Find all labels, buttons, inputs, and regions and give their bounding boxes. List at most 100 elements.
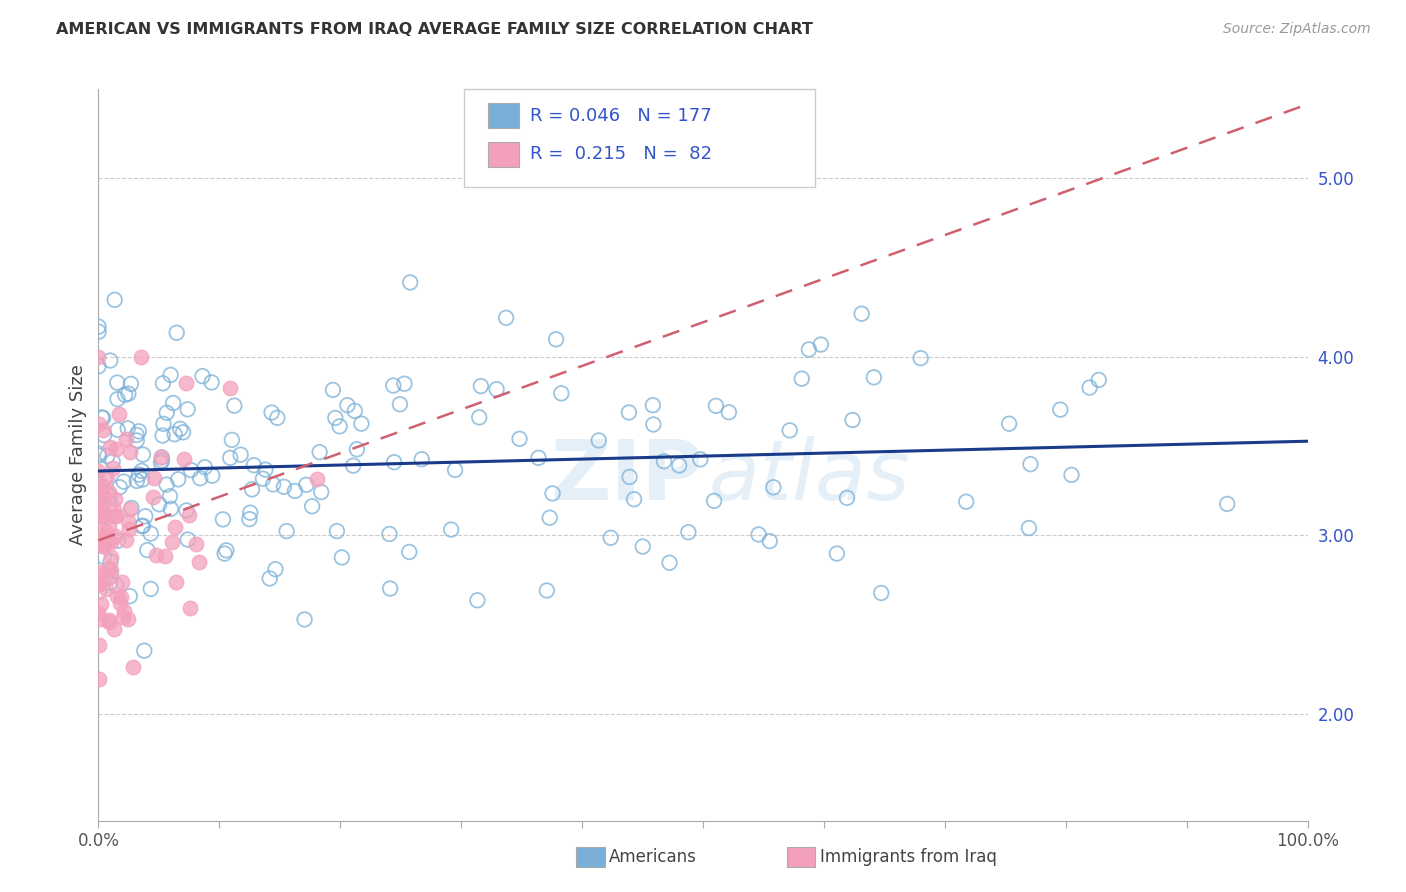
Point [142, 471, 165, 485]
Point [98, 615, 121, 629]
Point [176, 503, 198, 517]
Point [117, 612, 139, 626]
Point [87, 606, 110, 620]
Point [179, 508, 201, 522]
Point [759, 534, 782, 549]
Point [748, 527, 770, 541]
Point [149, 456, 172, 470]
Point [87, 509, 110, 524]
Point [100, 563, 122, 577]
Point [1216, 497, 1239, 511]
Point [179, 601, 201, 615]
Point [93, 549, 115, 564]
Point [105, 508, 128, 523]
Point [87, 577, 110, 591]
Point [150, 450, 173, 465]
Point [104, 492, 127, 507]
Point [394, 376, 416, 391]
Point [631, 540, 654, 554]
Point [177, 533, 200, 547]
Point [87, 575, 110, 590]
Point [254, 462, 277, 476]
Point [325, 411, 347, 425]
Point [91, 479, 114, 493]
Y-axis label: Average Family Size: Average Family Size [69, 365, 87, 545]
Point [108, 480, 131, 494]
Point [131, 473, 153, 487]
Point [98, 441, 121, 455]
Point [101, 454, 124, 468]
Point [91, 411, 114, 425]
Text: R = 0.046   N = 177: R = 0.046 N = 177 [530, 107, 711, 125]
Text: Americans: Americans [609, 848, 697, 866]
Point [87, 449, 110, 463]
Point [107, 392, 129, 406]
Point [541, 486, 564, 500]
Point [91, 498, 114, 512]
Point [117, 386, 139, 401]
Point [125, 428, 148, 442]
Point [97, 571, 120, 585]
Point [91, 528, 114, 542]
Point [399, 276, 422, 290]
Point [98, 353, 121, 368]
Point [201, 468, 224, 483]
Point [1019, 457, 1042, 471]
Point [100, 555, 122, 569]
Point [125, 474, 148, 488]
Point [96, 510, 118, 524]
Point [134, 509, 156, 524]
Point [94, 582, 117, 597]
Point [87, 319, 110, 334]
Point [221, 433, 243, 447]
Point [703, 494, 725, 508]
Point [105, 442, 128, 457]
Point [128, 425, 150, 439]
Point [111, 610, 134, 624]
Point [619, 470, 641, 484]
Point [998, 417, 1021, 431]
Point [105, 376, 128, 390]
Point [96, 525, 118, 540]
Point [87, 359, 110, 374]
Point [152, 417, 174, 431]
Point [87, 584, 110, 599]
Point [90, 410, 112, 425]
Point [98, 484, 121, 499]
Point [91, 508, 114, 522]
Point [128, 467, 150, 482]
Point [214, 547, 236, 561]
Point [87, 476, 110, 491]
Point [1087, 373, 1109, 387]
Point [159, 368, 181, 382]
Point [162, 396, 184, 410]
Point [165, 519, 187, 533]
Point [139, 526, 162, 541]
Point [350, 417, 373, 431]
Point [96, 470, 118, 484]
Point [536, 583, 558, 598]
Point [159, 489, 181, 503]
Point [120, 501, 142, 516]
Point [623, 492, 645, 507]
Point [87, 325, 110, 339]
Point [91, 532, 114, 546]
Text: Immigrants from Iraq: Immigrants from Iraq [820, 848, 997, 866]
Point [160, 502, 183, 516]
Point [112, 475, 135, 489]
Point [93, 489, 115, 503]
Point [284, 483, 307, 498]
Point [90, 483, 112, 497]
Point [467, 593, 489, 607]
Point [93, 489, 115, 503]
Point [132, 518, 155, 533]
Point [239, 506, 262, 520]
Point [308, 445, 330, 459]
Point [336, 398, 359, 412]
Point [87, 480, 110, 494]
Point [173, 452, 195, 467]
Point [704, 399, 727, 413]
Point [797, 343, 820, 357]
Point [118, 445, 141, 459]
Point [260, 405, 283, 419]
